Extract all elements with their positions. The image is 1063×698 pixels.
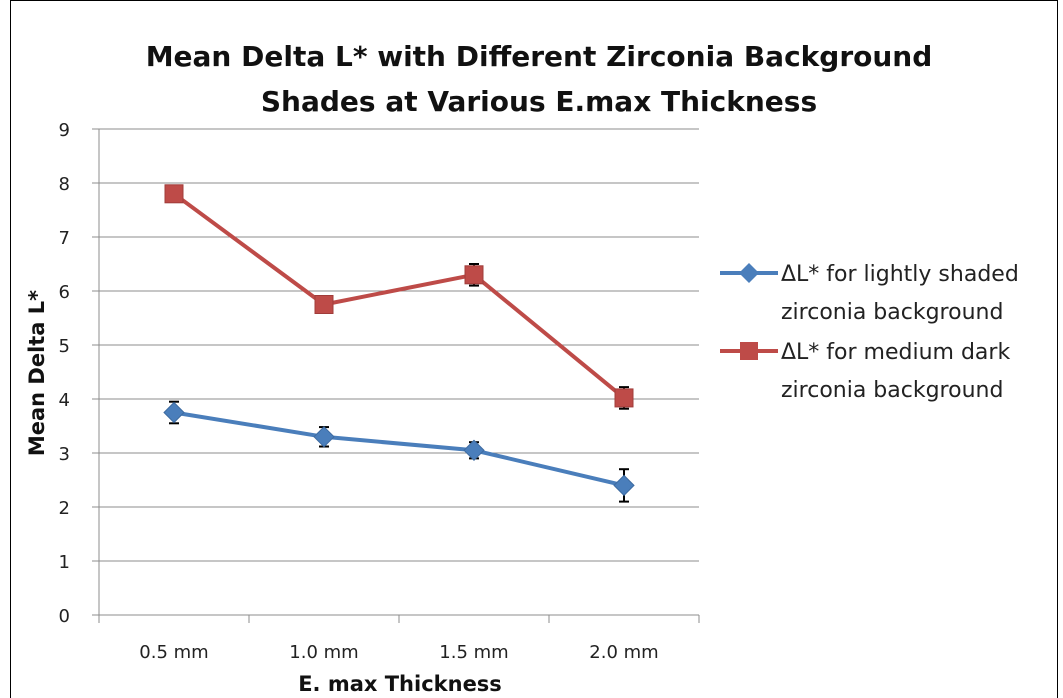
legend-label: zirconia background: [781, 300, 1003, 325]
chart-frame: [10, 0, 1058, 698]
y-tick-label: 1: [59, 552, 70, 573]
chart-title: Mean Delta L* with Different Zirconia Ba…: [146, 40, 933, 118]
y-tick-label: 2: [59, 498, 70, 519]
legend-label: zirconia background: [781, 378, 1003, 403]
series-line: [172, 192, 626, 400]
data-point: [463, 439, 485, 462]
axes: [92, 128, 700, 623]
legend: ΔL* for lightly shaded zirconia backgroun…: [720, 262, 1019, 403]
series-1: [163, 400, 635, 503]
data-point: [313, 426, 335, 448]
x-tick-label: 0.5 mm: [139, 642, 208, 663]
y-tick-label: 9: [59, 120, 70, 141]
x-tick-label: 2.0 mm: [589, 642, 658, 663]
chart-title-line-1: Mean Delta L* with Different Zirconia Ba…: [146, 40, 933, 73]
y-tick-label: 3: [59, 444, 70, 465]
data-point: [614, 388, 634, 408]
gridlines: [99, 128, 699, 562]
series-2: [164, 184, 634, 410]
data-point: [613, 474, 635, 497]
series: [163, 184, 635, 503]
x-axis-title: E. max Thickness: [298, 672, 502, 696]
y-tick-label: 5: [59, 336, 70, 357]
x-tick-labels: 0.5 mm 1.0 mm 1.5 mm 2.0 mm: [139, 642, 658, 663]
series-line: [173, 410, 625, 488]
data-point: [314, 295, 334, 314]
legend-entry-2: ΔL* for medium dark zirconia background: [720, 340, 1010, 403]
chart-title-line-2: Shades at Various E.max Thickness: [261, 85, 817, 118]
legend-label: ΔL* for lightly shaded: [781, 262, 1019, 287]
data-point: [164, 184, 184, 204]
legend-marker: [739, 263, 759, 283]
y-tick-labels: 0 1 2 3 4 5 6 7 8 9: [59, 120, 70, 627]
x-tick-label: 1.0 mm: [289, 642, 358, 663]
legend-label: ΔL* for medium dark: [781, 340, 1010, 365]
y-tick-label: 4: [59, 390, 70, 411]
y-tick-label: 8: [59, 174, 70, 195]
y-tick-label: 0: [59, 606, 70, 627]
data-point: [464, 265, 484, 285]
legend-entry-1: ΔL* for lightly shaded zirconia backgroun…: [720, 262, 1019, 325]
y-tick-label: 6: [59, 282, 70, 303]
y-tick-label: 7: [59, 228, 70, 249]
x-tick-label: 1.5 mm: [439, 642, 508, 663]
data-point: [163, 401, 185, 424]
y-axis-title: Mean Delta L*: [25, 290, 49, 456]
legend-marker: [740, 342, 758, 360]
